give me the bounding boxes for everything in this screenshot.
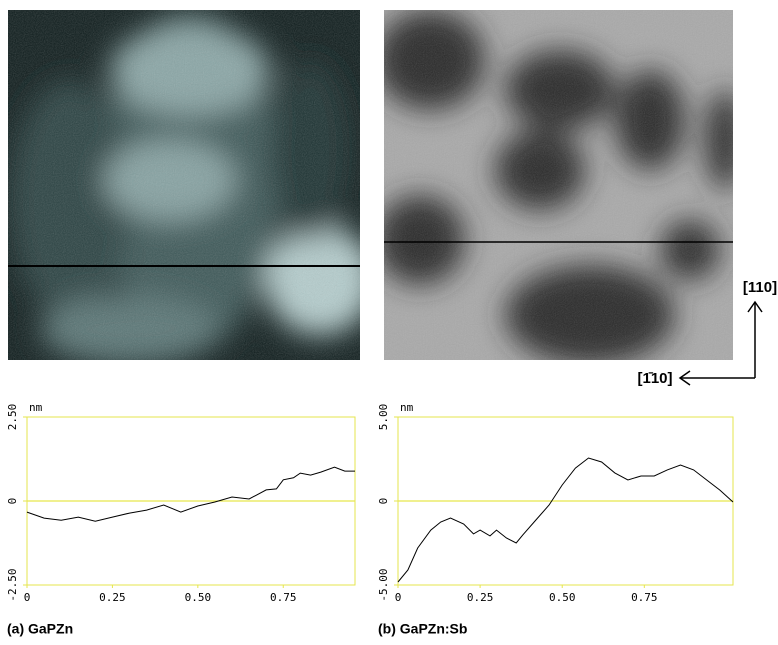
afm-image-b	[375, 10, 745, 365]
x-tick-label: 0.75	[631, 591, 658, 604]
profile-line	[27, 467, 355, 521]
caption: (b) GaPZn:Sb	[378, 621, 467, 637]
x-tick-label: 0	[395, 591, 402, 604]
direction-label: [1̄10]	[637, 370, 672, 387]
x-tick-label: 0	[24, 591, 31, 604]
y-tick-label: 0	[377, 498, 390, 505]
y-tick-label: -5.00	[377, 568, 390, 601]
caption: (a) GaPZn	[7, 621, 73, 637]
afm-image-a	[8, 10, 375, 365]
x-tick-label: 0.25	[467, 591, 494, 604]
y-tick-label: -2.50	[6, 568, 19, 601]
x-tick-label: 0.50	[185, 591, 212, 604]
direction-label: [110]	[743, 279, 777, 296]
x-tick-label: 0.50	[549, 591, 576, 604]
figure: [110] [1̄10] -2.50 0 2.50 nm 0 0.25 0.50 0.75 (a…	[0, 0, 778, 641]
profile-line	[398, 458, 733, 582]
x-tick-label: 0.25	[99, 591, 126, 604]
x-tick-label: 0.75	[270, 591, 297, 604]
y-tick-label: 0	[6, 498, 19, 505]
y-unit: nm	[29, 401, 43, 414]
y-unit: nm	[400, 401, 414, 414]
y-tick-label: 5.00	[377, 404, 390, 431]
y-tick-label: 2.50	[6, 404, 19, 431]
